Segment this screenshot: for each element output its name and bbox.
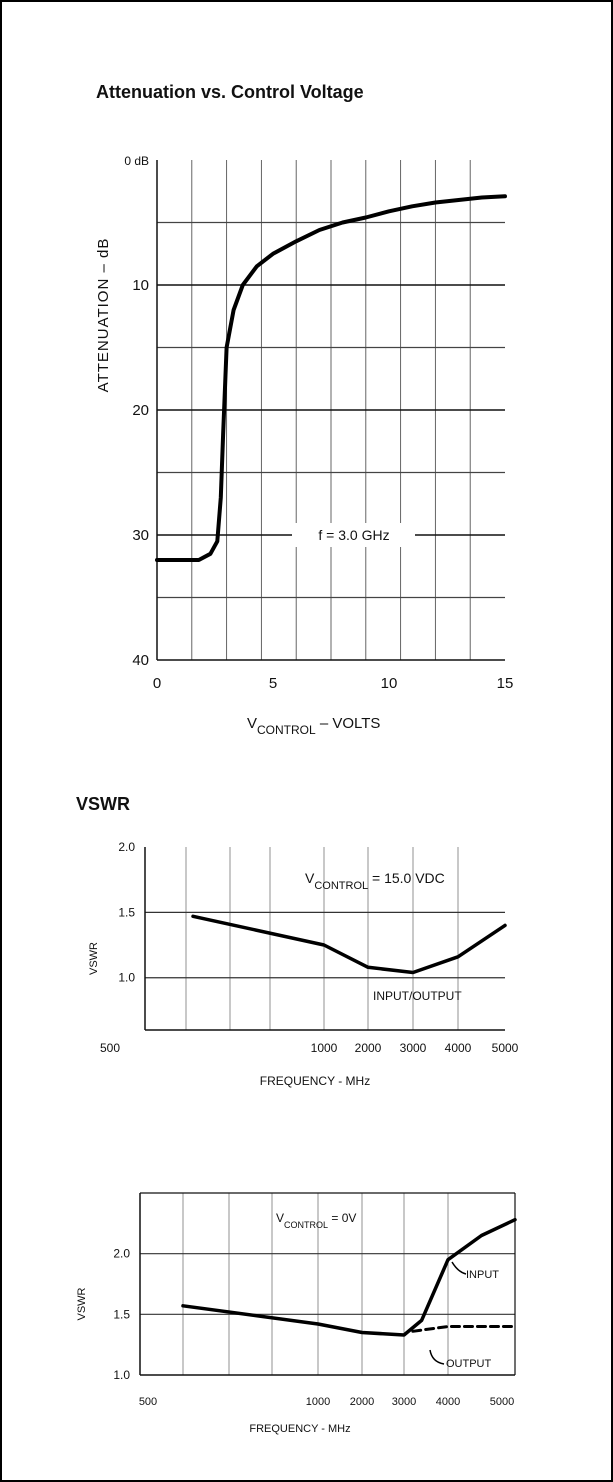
vswr1-x-tick-label: 1000 — [311, 1041, 338, 1055]
vswr2-series-output — [411, 1325, 517, 1333]
vswr1-annotation: VCONTROL = 15.0 VDC — [305, 870, 445, 892]
vswr2-y-tick-label: 1.0 — [113, 1368, 130, 1382]
vswr1-x-tick-label: 5000 — [492, 1041, 519, 1055]
att-x-tick-label: 10 — [381, 675, 398, 692]
vswr1-x-axis-label: FREQUENCY - MHz — [260, 1074, 370, 1088]
att-x-tick-label: 5 — [269, 675, 277, 692]
att-y-tick-label: 20 — [132, 402, 149, 419]
vswr1-x-tick-label: 500 — [100, 1041, 120, 1055]
att-annotation-bg — [292, 523, 415, 547]
att-annotation: f = 3.0 GHz — [318, 527, 389, 543]
att-x-tick-label: 15 — [497, 675, 514, 692]
vswr1-y-axis-label: VSWR — [88, 942, 100, 975]
vswr1-y-tick-label: 1.0 — [118, 971, 135, 985]
att-y-axis-label: ATTENUATION – dB — [95, 238, 112, 393]
att-x-axis-label: VCONTROL – VOLTS — [247, 715, 380, 737]
vswr2-y-tick-label: 1.5 — [113, 1307, 130, 1321]
att-y-tick-label: 40 — [132, 652, 149, 669]
att-series-line — [155, 194, 507, 562]
vswr2-input-leader — [451, 1261, 467, 1275]
vswr2-x-axis-label: FREQUENCY - MHz — [249, 1423, 350, 1435]
vswr1-series-line — [191, 914, 507, 975]
vswr2-annotation: VCONTROL = 0V — [276, 1211, 356, 1230]
vswr2-output-label: OUTPUT — [446, 1358, 492, 1370]
vswr-section-title: VSWR — [76, 794, 130, 814]
vswr1-x-tick-label: 4000 — [445, 1041, 472, 1055]
att-y-tick-label: 0 dB — [124, 154, 149, 168]
vswr2-series-input — [181, 1217, 517, 1337]
vswr1-y-tick-label: 2.0 — [118, 840, 135, 854]
vswr2-x-tick-label: 1000 — [306, 1396, 330, 1408]
vswr2-x-tick-label: 500 — [139, 1396, 157, 1408]
vswr1-x-tick-label: 3000 — [400, 1041, 427, 1055]
vswr2-x-tick-label: 3000 — [392, 1396, 416, 1408]
vswr2-input-label: INPUT — [466, 1269, 499, 1281]
vswr2-output-leader — [429, 1349, 445, 1365]
vswr1-y-tick-label: 1.5 — [118, 905, 135, 919]
vswr2-y-tick-label: 2.0 — [113, 1247, 130, 1261]
attenuation-section-title: Attenuation vs. Control Voltage — [96, 82, 364, 102]
att-x-tick-label: 0 — [153, 675, 161, 692]
vswr2-y-axis-label: VSWR — [76, 1287, 88, 1320]
att-y-tick-label: 10 — [132, 277, 149, 294]
vswr1-series-label: INPUT/OUTPUT — [373, 989, 462, 1003]
vswr1-x-tick-label: 2000 — [355, 1041, 382, 1055]
vswr2-x-tick-label: 4000 — [436, 1396, 460, 1408]
vswr2-x-tick-label: 2000 — [350, 1396, 374, 1408]
att-y-tick-label: 30 — [132, 527, 149, 544]
vswr2-x-tick-label: 5000 — [490, 1396, 514, 1408]
